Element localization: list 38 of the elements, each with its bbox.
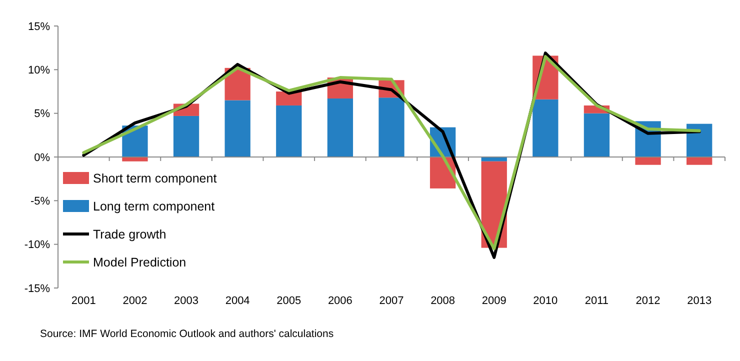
bar bbox=[532, 99, 558, 157]
x-tick-label: 2004 bbox=[225, 295, 250, 307]
y-tick-label: 5% bbox=[34, 108, 50, 120]
x-tick-label: 2001 bbox=[71, 295, 96, 307]
y-tick-label: -15% bbox=[24, 282, 50, 295]
y-tick-label: 0% bbox=[34, 152, 50, 164]
bar bbox=[122, 157, 148, 162]
x-tick-label: 2008 bbox=[430, 295, 456, 307]
bar bbox=[276, 92, 302, 106]
legend-label: Short term component bbox=[93, 171, 218, 186]
bar bbox=[686, 124, 712, 157]
legend-label: Long term component bbox=[93, 199, 216, 214]
x-tick-label: 2009 bbox=[482, 295, 506, 307]
x-tick-label: 2011 bbox=[584, 295, 609, 307]
bar bbox=[635, 157, 661, 165]
y-tick-label: -10% bbox=[24, 239, 50, 252]
x-tick-label: 2005 bbox=[276, 295, 302, 307]
x-tick-label: 2010 bbox=[533, 295, 558, 307]
bar bbox=[584, 113, 610, 157]
legend-label: Model Prediction bbox=[93, 255, 186, 270]
bar bbox=[481, 157, 507, 162]
x-tick-label: 2002 bbox=[122, 295, 148, 307]
bar bbox=[276, 105, 302, 157]
bar bbox=[686, 157, 712, 165]
y-tick-label: 15% bbox=[28, 20, 50, 33]
x-tick-label: 2007 bbox=[379, 295, 404, 307]
y-tick-label: -5% bbox=[30, 196, 50, 208]
bar bbox=[327, 98, 354, 157]
bar bbox=[378, 98, 404, 157]
y-tick-label: 10% bbox=[28, 64, 50, 77]
x-tick-label: 2012 bbox=[636, 295, 660, 307]
source-note: Source: IMF World Economic Outlook and authors' calculations bbox=[40, 328, 334, 340]
bar bbox=[224, 100, 250, 157]
bar bbox=[173, 116, 200, 157]
x-tick-label: 2013 bbox=[687, 295, 712, 307]
legend-label: Trade growth bbox=[93, 227, 166, 242]
x-tick-label: 2003 bbox=[174, 295, 199, 307]
x-tick-label: 2006 bbox=[328, 295, 352, 307]
